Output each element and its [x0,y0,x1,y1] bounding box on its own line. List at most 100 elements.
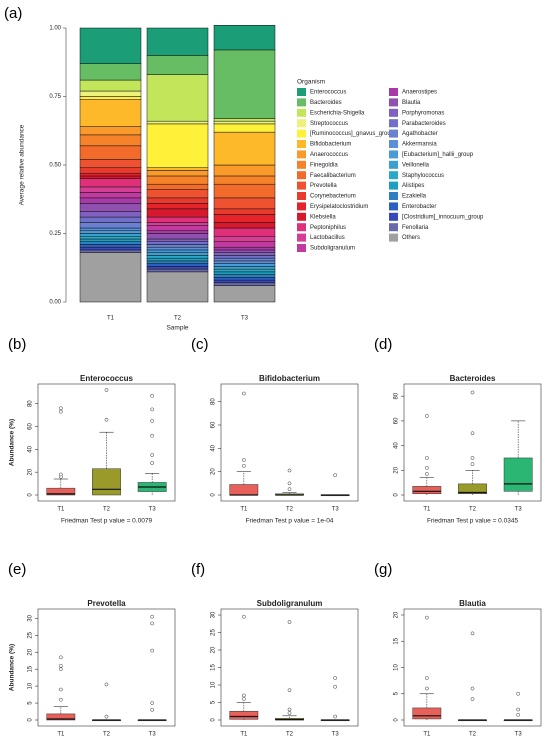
legend-swatch [389,98,398,107]
legend-label: Lactobacillus [310,235,345,241]
legend-label: Faecalibacterium [310,173,356,179]
legend-swatch [389,129,398,138]
bar-segment [146,244,209,248]
y-tick-label: 60 [211,421,217,428]
legend-label: Alistipes [402,183,424,189]
box [46,487,76,496]
bar-segment [213,120,276,125]
plot-frame [220,383,359,502]
bar-segment [79,186,142,193]
y-tick-label: 40 [394,442,400,449]
legend-swatch [389,212,398,221]
outlier-point [241,614,246,619]
test-note: Friedman Test p value = 0.0345 [427,518,519,525]
x-tick-label: T3 [149,507,157,513]
chart-title: Enterococcus [80,374,133,383]
legend-label: Parabacteroides [402,121,446,127]
outlier-point [104,714,109,719]
bar-segment [213,277,276,281]
bar-segment [146,216,209,223]
outlier-point [58,663,63,668]
bar-segment [79,216,142,223]
bar-segment [213,285,276,303]
legend-label: Veillonella [402,162,430,168]
legend-swatch [297,88,306,96]
bar-segment [79,178,142,188]
bar-segment [146,55,209,75]
box [229,484,259,496]
legend-swatch [389,171,398,180]
y-tick-label: 10 [394,664,400,671]
bar-segment [146,257,209,262]
bar-segment [146,246,209,251]
outlier-point [150,433,155,438]
legend-swatch [297,181,306,190]
y-tick-label: 40 [211,444,217,451]
legend-swatch [297,108,306,117]
y-tick-label: 0.25 [49,231,61,237]
outlier-point [241,463,246,468]
bar-segment [79,222,142,229]
bar-segment [213,274,276,278]
y-tick-label: 0.00 [49,300,61,306]
x-tick-label: T1 [423,507,431,513]
y-tick-label: 20 [394,611,400,618]
legend-swatch [389,192,398,200]
legend-swatch [297,223,306,232]
bar-segment [146,249,209,253]
legend-label: Staphylococcus [402,173,444,179]
bar-segment [146,120,209,125]
bar-segment [213,271,276,275]
bar-segment [146,241,209,245]
y-axis-label: Abundance (%) [9,419,16,466]
bar-segment [146,123,209,168]
y-tick-label: 20 [211,468,217,475]
outlier-point [150,407,155,412]
outlier-point [150,418,155,423]
bar-segment [213,266,276,270]
legend-swatch [297,119,306,128]
legend-swatch [297,233,306,242]
legend-label: Blautia [402,100,421,106]
outlier-point [241,458,246,462]
x-tick-label: T3 [149,732,157,737]
y-tick-label: 40 [28,445,34,452]
legend-label: Akkermansia [402,142,437,148]
bar-segment [146,203,209,210]
x-tick-label: T1 [107,316,115,322]
bar-segment [79,159,142,168]
bar-segment [213,227,276,237]
outlier-point [241,693,246,698]
outlier-point [241,697,246,701]
x-tick-label: T2 [469,507,477,513]
outlier-point [333,684,338,689]
legend-label: Agathobacter [402,131,438,137]
outlier-point [150,614,155,619]
legend-swatch [297,202,306,211]
outlier-point [516,691,521,696]
test-note: Friedman Test p value = 0.0079 [61,518,153,525]
legend-swatch [389,140,398,148]
box [412,486,442,495]
legend-swatch [297,244,306,252]
legend-label: Bifidobacterium [310,142,351,148]
outlier-point [287,468,292,473]
bar-segment [146,74,209,122]
x-tick-label: T2 [103,732,111,737]
y-tick-label: 0 [28,493,34,497]
legend-label: Anaerostipes [402,90,437,96]
y-tick-label: 25 [211,629,217,636]
legend-swatch [389,223,398,232]
legend-label: [Ruminococcus]_gnavus_group [310,131,395,137]
outlier-point [58,667,63,672]
panel-label: (b) [8,336,26,353]
y-axis-label: Average relative abundance [19,124,26,205]
bar-segment [79,90,142,97]
outlier-point [424,615,429,620]
outlier-point [150,648,155,653]
outlier-point [241,391,246,396]
test-note: Friedman Test p value = 1e-04 [246,518,334,525]
x-tick-label: T1 [240,732,248,737]
bar-segment [79,126,142,136]
outlier-point [287,711,292,715]
